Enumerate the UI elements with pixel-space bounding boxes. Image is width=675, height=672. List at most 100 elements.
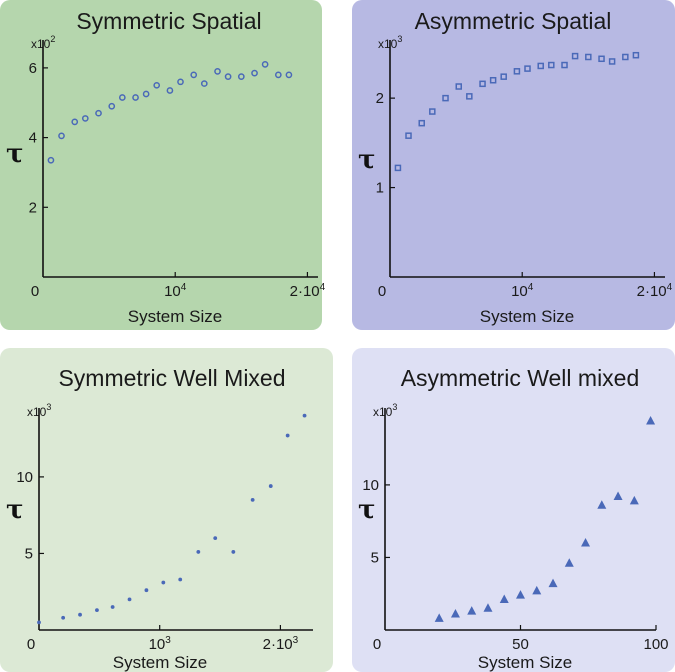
data-point [613,491,623,501]
data-point [532,585,542,595]
x-tick-label: 100 [643,636,668,653]
y-tick-label: 10 [362,477,379,494]
data-point [302,413,307,418]
data-point [524,65,531,72]
data-point [61,615,66,620]
data-point [127,597,132,602]
chart-symmetric-well-mixed: Symmetric Well Mixed x103 510 0 103 2·103 … [6,365,313,672]
data-point [47,156,55,164]
x-axis-label: System Size [128,307,222,326]
data-point [561,61,568,69]
data-point [516,590,525,599]
data-point [632,51,640,59]
data-point [455,83,462,90]
data-point [71,118,79,126]
data-point [450,609,460,618]
chart-asymmetric-well-mixed: Asymmetric Well mixed x103 510 0 50 100 τ … [358,365,669,672]
x-tick-label: 0 [27,636,35,653]
data-point [483,603,493,612]
data-point [537,62,544,70]
data-point [585,53,592,61]
data-point [108,102,116,110]
chart-title: Asymmetric Spatial [415,8,612,34]
data-point [110,605,115,609]
x-tick-label: 2·103 [263,635,299,653]
x-tick-label: 2·104 [290,282,326,300]
data-point [418,119,425,127]
y-tick-label: 4 [29,130,37,147]
data-point [434,613,444,622]
data-point [166,87,174,94]
data-point [37,620,41,625]
chart-symmetric-spatial: Symmetric Spatial x102 246 0 104 2·104 τ S… [6,8,326,326]
chart-asymmetric-spatial: Asymmetric Spatial x103 12 0 104 2·104 τ S… [358,8,673,326]
data-point [571,52,579,60]
y-tick-label: 5 [371,549,379,566]
x-tick-label: 2·104 [637,282,673,300]
y-axis-label: τ [358,145,376,175]
x-tick-label: 104 [511,282,534,300]
data-point [144,588,149,593]
y-tick-label: 6 [29,60,37,77]
data-point [213,536,218,541]
data-point [190,71,198,79]
data-point [429,108,436,115]
data-point [196,550,201,554]
chart-title: Symmetric Well Mixed [58,365,285,391]
y-axis-label: τ [6,139,24,169]
chart-title: Asymmetric Well mixed [401,365,640,391]
data-point [268,484,273,488]
x-tick-label: 50 [512,636,529,653]
data-point [513,68,521,75]
y-tick-label: 1 [376,180,384,197]
x-tick-label: 0 [378,283,386,300]
panel-symmetric-well-mixed: Symmetric Well Mixed x103 5 10 0 103 2·103 … [0,348,333,672]
data-point [500,73,507,80]
data-point [118,94,126,101]
data-point [442,94,449,102]
data-point [237,73,245,80]
panel-asymmetric-well-mixed: Asymmetric Well mixed x103 5 10 0 50 100 τ … [352,348,675,672]
x-tick-label: 103 [149,635,172,653]
data-point [58,132,65,140]
y-axis-label: τ [358,495,376,525]
data-point [161,580,166,585]
x-axis-label: System Size [113,653,207,672]
data-point [251,69,258,77]
data-point [466,93,473,100]
data-point [81,115,89,122]
data-point [405,132,412,139]
data-point [622,53,629,61]
data-point [548,61,555,69]
data-point [499,594,509,604]
data-point [548,578,558,588]
data-point [467,606,477,615]
data-point [285,433,290,438]
data-point [597,500,607,509]
data-point [489,76,497,84]
data-point [394,164,402,172]
data-point [629,495,639,505]
data-point [285,71,293,79]
data-point [224,73,232,80]
x-tick-label: 104 [164,282,187,300]
x-axis-label: System Size [480,307,574,326]
x-tick-label: 0 [31,283,39,300]
y-tick-label: 2 [29,199,37,216]
y-tick-label: 5 [25,545,33,562]
data-point [564,558,574,567]
data-point [608,58,616,65]
data-point [261,61,269,68]
x-tick-label: 0 [373,636,381,653]
data-point [214,68,221,75]
data-point [95,109,102,117]
chart-title: Symmetric Spatial [76,8,261,34]
data-point [200,80,208,87]
data-point [646,416,656,425]
data-point [178,577,183,582]
y-tick-label: 10 [16,469,33,486]
data-point [132,94,139,101]
data-point [250,497,255,502]
